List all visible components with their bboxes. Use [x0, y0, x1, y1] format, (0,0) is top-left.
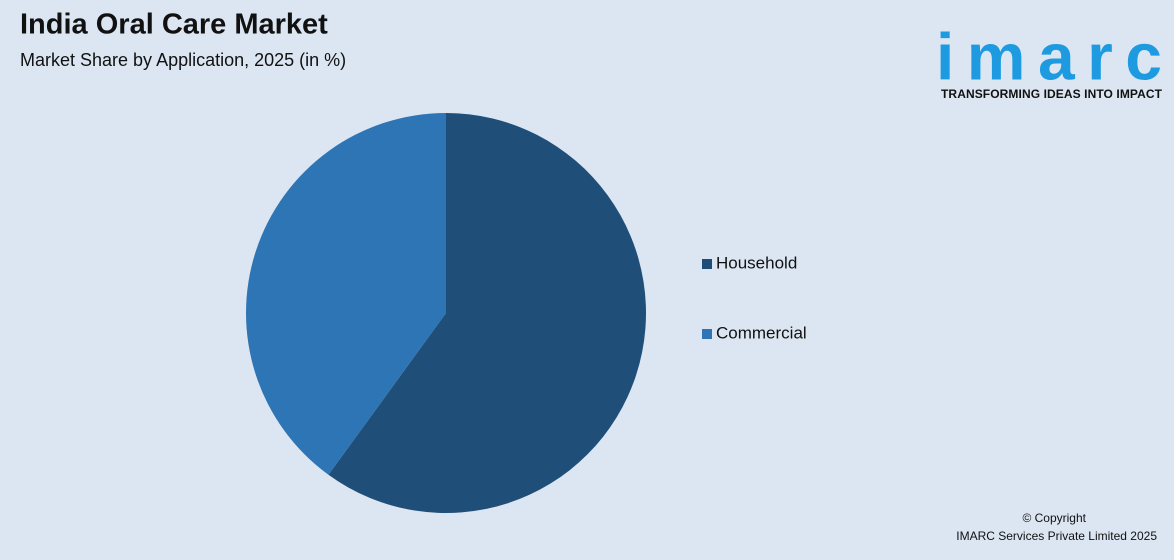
legend-swatch: [702, 259, 712, 269]
chart-title: India Oral Care Market: [20, 9, 328, 41]
legend-swatch: [702, 329, 712, 339]
pie-slice: [328, 113, 646, 513]
tagline: TRANSFORMING IDEAS INTO IMPACT: [941, 87, 1163, 101]
legend-label: Commercial: [716, 323, 807, 342]
legend-label: Household: [716, 253, 797, 272]
logo: imarc: [936, 19, 1162, 93]
company: IMARC Services Private Limited 2025: [956, 529, 1157, 543]
copyright: © Copyright: [1022, 511, 1086, 525]
pie-slice: [246, 113, 446, 475]
chart-subtitle: Market Share by Application, 2025 (in %): [20, 50, 346, 70]
